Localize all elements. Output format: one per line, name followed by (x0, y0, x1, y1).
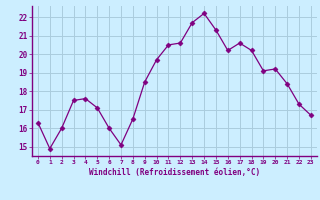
X-axis label: Windchill (Refroidissement éolien,°C): Windchill (Refroidissement éolien,°C) (89, 168, 260, 177)
